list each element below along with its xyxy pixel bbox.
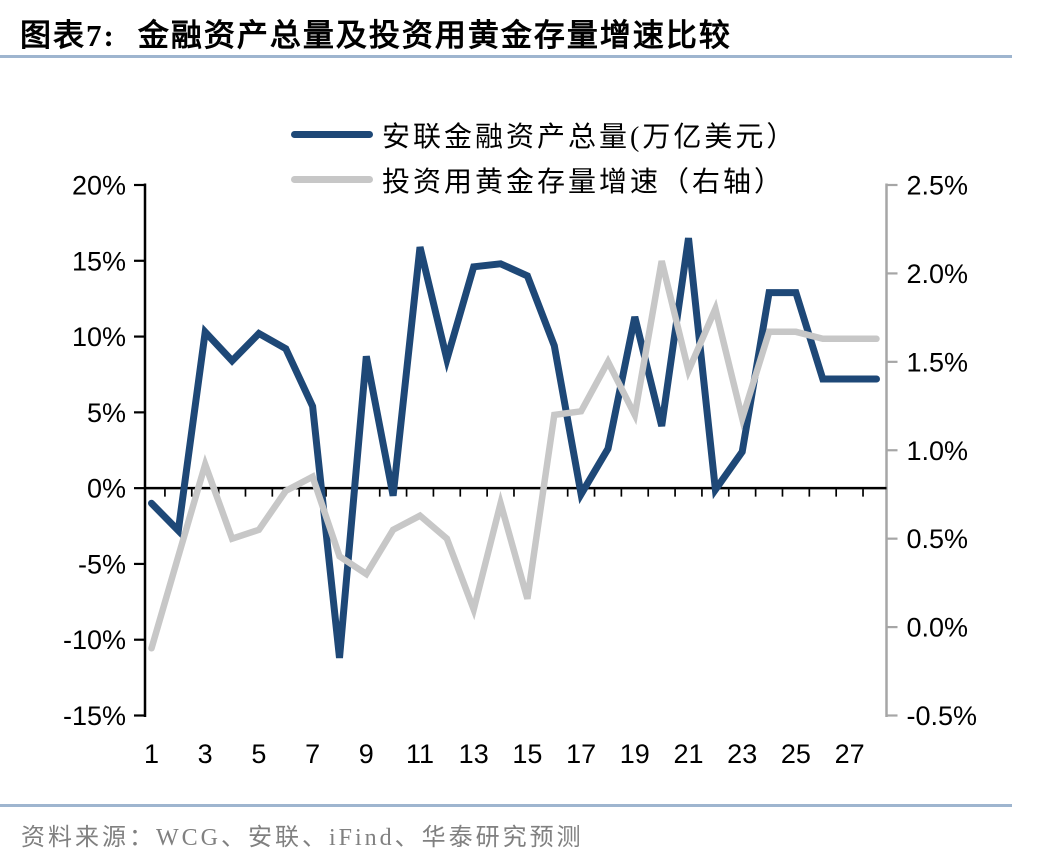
right-axis-tick-label: 0.0% — [907, 613, 969, 643]
x-axis-tick-label: 3 — [198, 739, 213, 769]
right-axis-tick-label: 1.5% — [907, 347, 969, 377]
source-note: 资料来源：WCG、安联、iFind、华泰研究预测 — [21, 825, 584, 851]
figure-title-text: 金融资产总量及投资用黄金存量增速比较 — [137, 18, 732, 53]
x-axis-tick-label: 15 — [512, 739, 542, 769]
left-axis-tick-label: 15% — [72, 246, 126, 276]
left-axis-tick-label: -15% — [63, 701, 126, 731]
x-axis-tick-label: 1 — [144, 739, 159, 769]
left-axis-tick-label: 20% — [72, 171, 126, 201]
legend-line-swatch-blue — [291, 131, 373, 138]
x-axis-tick-label: 27 — [835, 739, 865, 769]
x-axis-tick-label: 19 — [620, 739, 650, 769]
left-axis-tick-label: 0% — [87, 474, 126, 504]
footer-rule — [0, 804, 1012, 807]
left-axis-tick-label: 10% — [72, 322, 126, 352]
figure-title: 图表7: 金融资产总量及投资用黄金存量增速比较 — [20, 10, 732, 55]
legend-line-swatch-gray — [291, 176, 373, 183]
x-axis-tick-label: 17 — [566, 739, 596, 769]
right-axis-tick-label: 0.5% — [907, 524, 969, 554]
x-axis-tick-label: 25 — [781, 739, 811, 769]
right-axis-tick-label: -0.5% — [907, 701, 978, 731]
series-line-0 — [148, 237, 880, 659]
x-axis-tick-label: 9 — [359, 739, 374, 769]
right-axis-tick-label: 1.0% — [907, 436, 969, 466]
x-axis-tick-label: 7 — [305, 739, 320, 769]
left-axis-tick-label: 5% — [87, 398, 126, 428]
legend-label: 投资用黄金存量增速（右轴） — [382, 166, 786, 198]
x-axis-tick-label: 21 — [673, 739, 703, 769]
right-axis-tick-label: 2.5% — [907, 171, 969, 201]
chart-legend: 安联金融资产总量(万亿美元） 投资用黄金存量增速（右轴） — [291, 112, 797, 202]
legend-item-financial-assets: 安联金融资产总量(万亿美元） — [291, 112, 797, 157]
figure-number-label: 图表7: — [20, 18, 116, 53]
title-rule — [0, 55, 1012, 58]
right-axis-tick-label: 2.0% — [907, 259, 969, 289]
x-axis-tick-label: 11 — [406, 739, 434, 769]
x-axis-tick-label: 23 — [727, 739, 757, 769]
legend-item-gold-growth: 投资用黄金存量增速（右轴） — [291, 157, 797, 202]
series-line-1 — [148, 260, 880, 652]
legend-label: 安联金融资产总量(万亿美元） — [382, 121, 798, 153]
left-axis-tick-label: -5% — [78, 549, 126, 579]
x-axis-tick-label: 5 — [251, 739, 266, 769]
left-axis-tick-label: -10% — [63, 625, 126, 655]
x-axis-tick-label: 13 — [459, 739, 489, 769]
